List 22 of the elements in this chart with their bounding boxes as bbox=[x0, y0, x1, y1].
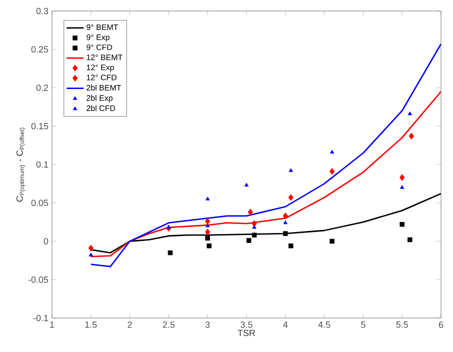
y-tick-label: 0.25 bbox=[31, 46, 48, 53]
x-tick-label: 2.5 bbox=[162, 322, 175, 328]
y-tick-label: 0.3 bbox=[36, 8, 48, 14]
y-tick-label: -0.05 bbox=[28, 276, 48, 283]
y-tick-label: 0 bbox=[44, 238, 48, 244]
x-tick-label: 4 bbox=[283, 322, 288, 328]
x-tick-label: 2 bbox=[128, 322, 132, 328]
y-axis-title: C$_{P(optimum)}$ - C$_{P(offset)}$ bbox=[16, 128, 26, 202]
x-tick-label: 3.5 bbox=[240, 322, 252, 328]
x-axis-title: TSR bbox=[238, 330, 256, 336]
y-tick-label: 0.2 bbox=[36, 84, 48, 91]
x-tick-label: 6 bbox=[438, 322, 444, 328]
x-tick-label: 3 bbox=[205, 322, 210, 328]
x-tick-label: 4.5 bbox=[318, 322, 330, 328]
y-tick-label: -0.1 bbox=[33, 314, 48, 322]
x-tick-label: 5.5 bbox=[396, 322, 408, 328]
y-tick-label: 0.05 bbox=[31, 200, 48, 206]
y-tick-label: 0.15 bbox=[31, 122, 48, 130]
x-tick-label: 5 bbox=[361, 322, 366, 328]
x-tick-label: 1 bbox=[50, 322, 54, 328]
x-tick-label: 1.5 bbox=[85, 322, 97, 328]
y-tick-label: 0.1 bbox=[36, 161, 48, 168]
